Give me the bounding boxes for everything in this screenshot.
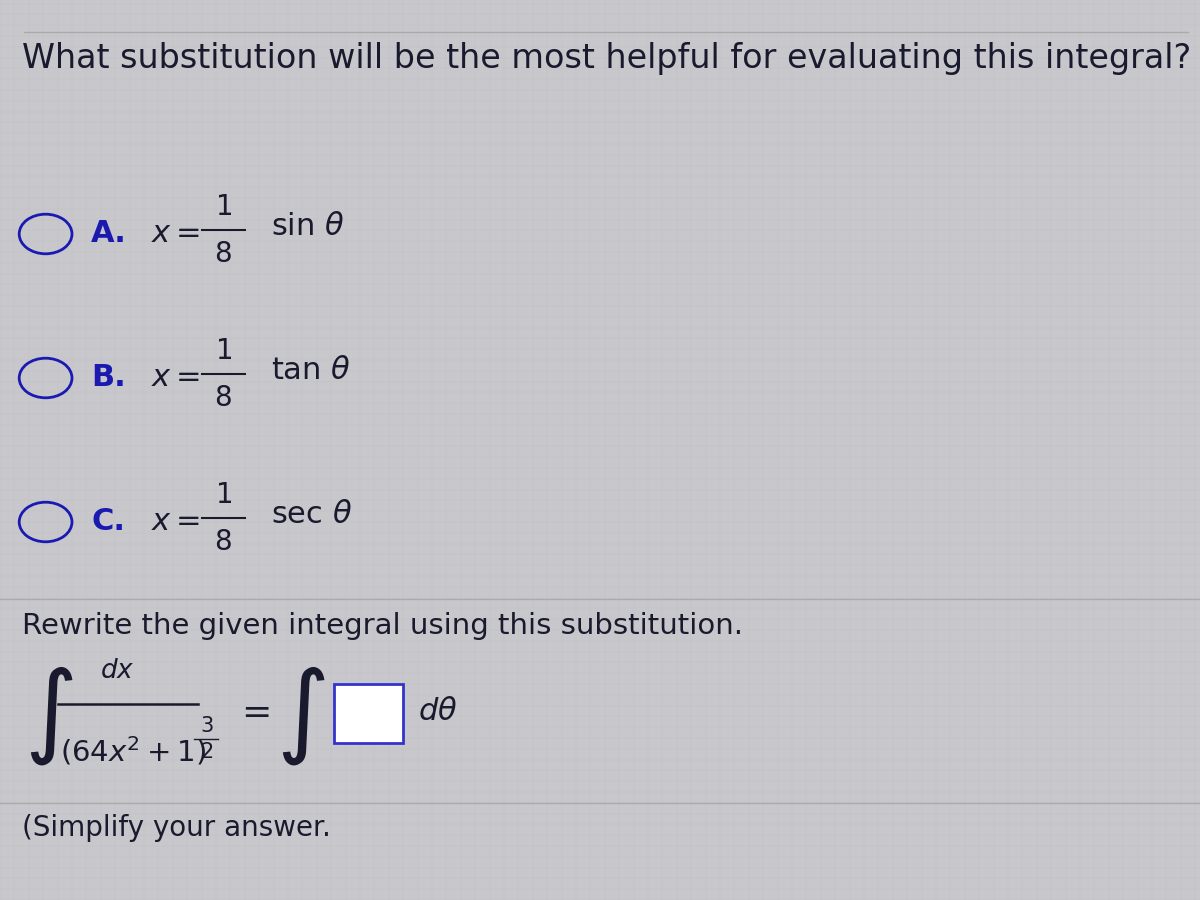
Text: $x=$: $x=$ [151,220,200,248]
Text: $2$: $2$ [200,742,212,761]
Text: $\left(64x^{2}+1\right)$: $\left(64x^{2}+1\right)$ [60,735,206,768]
Text: $\sec\,\theta$: $\sec\,\theta$ [271,500,353,529]
Text: What substitution will be the most helpful for evaluating this integral?: What substitution will be the most helpf… [22,42,1190,75]
Text: Rewrite the given integral using this substitution.: Rewrite the given integral using this su… [22,611,743,640]
Text: A.: A. [91,220,127,248]
Text: $\sin\,\theta$: $\sin\,\theta$ [271,212,344,241]
Text: $\int$: $\int$ [24,664,73,767]
Text: $x=$: $x=$ [151,508,200,536]
Text: C.: C. [91,508,125,536]
Text: (Simplify your answer.: (Simplify your answer. [22,814,330,842]
Text: $dx$: $dx$ [101,658,134,683]
Text: $=$: $=$ [234,694,270,728]
Text: $1$: $1$ [215,481,232,509]
Text: $1$: $1$ [215,337,232,365]
Text: $8$: $8$ [215,239,232,268]
FancyBboxPatch shape [334,684,403,742]
Text: $\tan\,\theta$: $\tan\,\theta$ [271,356,352,385]
Text: $\int$: $\int$ [276,664,325,767]
Text: $8$: $8$ [215,527,232,556]
Text: $8$: $8$ [215,383,232,412]
Text: $1$: $1$ [215,193,232,221]
Text: $x=$: $x=$ [151,364,200,392]
Text: $d\theta$: $d\theta$ [418,697,457,725]
Text: B.: B. [91,364,126,392]
Text: $3$: $3$ [199,716,214,736]
